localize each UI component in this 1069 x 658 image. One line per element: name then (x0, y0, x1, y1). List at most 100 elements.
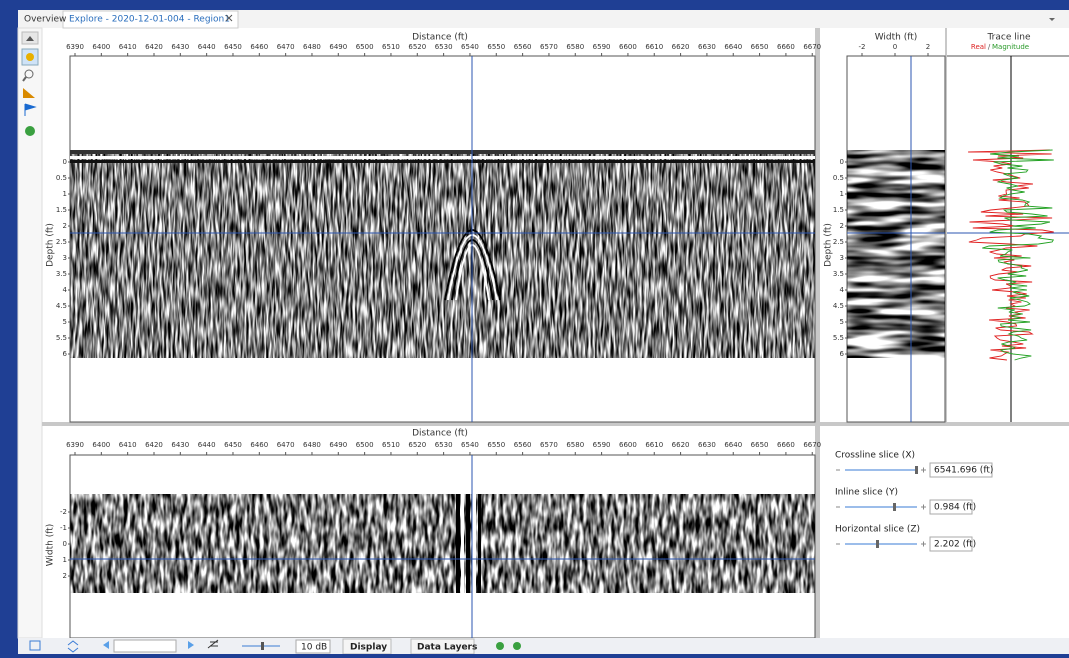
legend-magnitude: Magnitude (992, 43, 1029, 51)
y-tick-label: 3 (63, 254, 67, 262)
data-layers-label[interactable]: Data Layers (417, 643, 477, 653)
x-tick-label: 6460 (250, 43, 268, 51)
x-tick-label: 2 (926, 43, 930, 51)
x-tick-label: 6480 (303, 441, 321, 449)
gain-value[interactable]: 10 dB (301, 643, 327, 653)
x-tick-label: 6450 (224, 441, 242, 449)
x-tick-label: 6470 (277, 441, 295, 449)
radargram (70, 150, 815, 358)
x-tick-label: 6470 (277, 43, 295, 51)
x-tick-label: 6600 (619, 43, 637, 51)
x-tick-label: 6660 (777, 441, 795, 449)
y-tick-label: 0.5 (56, 174, 67, 182)
x-tick-label: 6630 (698, 43, 716, 51)
display-label[interactable]: Display (350, 643, 387, 653)
splitter[interactable] (42, 422, 1069, 426)
x-tick-label: 6400 (92, 43, 110, 51)
tab[interactable]: Overview (24, 15, 66, 25)
panel-title: Trace line (987, 33, 1031, 43)
y-tick-label: 2 (63, 222, 67, 230)
y-tick-label: 3 (840, 254, 844, 262)
y-tick-label: 0 (63, 540, 67, 548)
plan-slice (70, 494, 815, 593)
x-tick-label: 6560 (514, 43, 532, 51)
x-tick-label: 6590 (593, 441, 611, 449)
y-tick-label: 2 (63, 572, 67, 580)
x-tick-label: 6670 (803, 441, 821, 449)
x-tick-label: 6620 (672, 43, 690, 51)
y-tick-label: 6 (840, 350, 845, 358)
x-tick-label: 6520 (408, 43, 426, 51)
y-tick-label: 2.5 (56, 238, 67, 246)
x-tick-label: 6460 (250, 441, 268, 449)
axis-title: Distance (ft) (412, 33, 468, 43)
x-tick-label: 6490 (329, 43, 347, 51)
y-tick-label: 5.5 (56, 334, 67, 342)
position-field[interactable] (114, 640, 176, 652)
y-tick-label: 5 (63, 318, 67, 326)
axis-title: Width (ft) (46, 524, 56, 567)
x-tick-label: 6410 (119, 43, 137, 51)
slice-value[interactable]: 6541.696 (ft) (934, 466, 993, 476)
x-tick-label: 6610 (645, 43, 663, 51)
x-tick-label: 6670 (803, 43, 821, 51)
x-tick-label: 6420 (145, 441, 163, 449)
tab[interactable]: Explore - 2020-12-01-004 - Region1 (69, 15, 230, 25)
y-tick-label: 1 (63, 190, 67, 198)
x-tick-label: 6540 (461, 441, 479, 449)
x-tick-label: 6400 (92, 441, 110, 449)
x-tick-label: 6630 (698, 441, 716, 449)
y-tick-label: 3.5 (56, 270, 67, 278)
x-tick-label: 6550 (487, 441, 505, 449)
axis-title: Distance (ft) (412, 429, 468, 439)
legend-real: Real (971, 43, 986, 51)
x-tick-label: 6650 (751, 441, 769, 449)
x-tick-label: 6530 (435, 441, 453, 449)
axis-title: Depth (ft) (46, 223, 56, 267)
x-tick-label: 6430 (171, 441, 189, 449)
x-tick-label: 6530 (435, 43, 453, 51)
slice-label: Crossline slice (X) (835, 451, 915, 461)
y-tick-label: 4 (840, 286, 845, 294)
y-tick-label: 2.5 (833, 238, 844, 246)
slice-value[interactable]: 2.202 (ft) (934, 540, 976, 550)
x-tick-label: 6580 (566, 441, 584, 449)
y-tick-label: 3.5 (833, 270, 844, 278)
y-tick-label: -1 (60, 524, 67, 532)
x-tick-label: 6430 (171, 43, 189, 51)
slider-thumb[interactable] (876, 540, 879, 548)
y-tick-label: 2 (840, 222, 844, 230)
slider-thumb[interactable] (893, 503, 896, 511)
splitter[interactable] (815, 28, 820, 638)
x-tick-label: -2 (859, 43, 866, 51)
y-tick-label: 5.5 (833, 334, 844, 342)
y-tick-label: 6 (63, 350, 68, 358)
x-tick-label: 6510 (382, 43, 400, 51)
x-tick-label: 6510 (382, 441, 400, 449)
x-tick-label: 6660 (777, 43, 795, 51)
y-tick-label: -2 (60, 508, 67, 516)
y-tick-label: 4.5 (56, 302, 67, 310)
x-tick-label: 6450 (224, 43, 242, 51)
slice-label: Inline slice (Y) (835, 488, 898, 498)
target-tool[interactable] (25, 126, 35, 136)
x-tick-label: 6500 (356, 43, 374, 51)
x-tick-label: 6640 (724, 43, 742, 51)
y-tick-label: 0 (840, 158, 844, 166)
x-tick-label: 6410 (119, 441, 137, 449)
slice-label: Horizontal slice (Z) (835, 525, 920, 535)
x-tick-label: 6420 (145, 43, 163, 51)
x-tick-label: 6600 (619, 441, 637, 449)
slider-thumb[interactable] (915, 466, 918, 474)
x-tick-label: 6550 (487, 43, 505, 51)
slice-value[interactable]: 0.984 (ft) (934, 503, 976, 513)
x-tick-label: 6490 (329, 441, 347, 449)
x-tick-label: 6440 (198, 43, 216, 51)
target-button[interactable] (513, 642, 521, 650)
x-tick-label: 0 (893, 43, 897, 51)
target-button[interactable] (496, 642, 504, 650)
page: {"tabs": ["Overview", "Explore - 2020-12… (0, 0, 1069, 654)
x-tick-label: 6640 (724, 441, 742, 449)
y-tick-label: 5 (840, 318, 844, 326)
axis-title: Width (ft) (875, 33, 918, 43)
